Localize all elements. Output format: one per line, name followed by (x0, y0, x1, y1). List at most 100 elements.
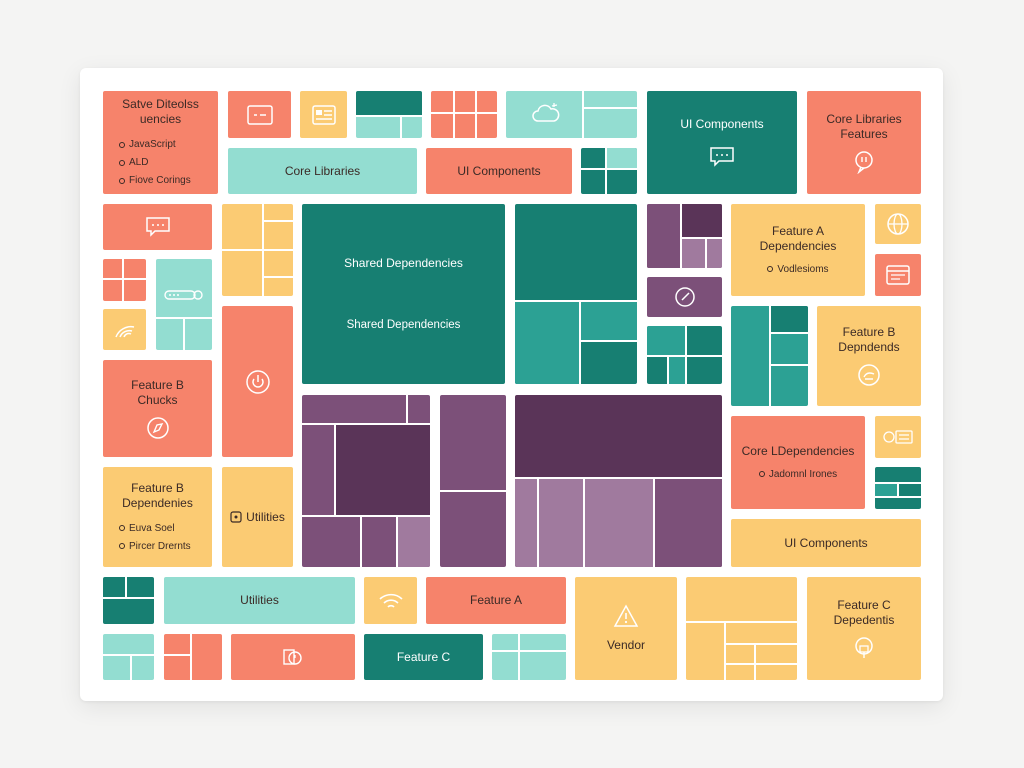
tile-slider[interactable] (156, 259, 212, 350)
tile-mint-grid[interactable] (356, 91, 422, 138)
tile-mint-grid-small[interactable] (103, 634, 154, 680)
tile-label: Utilities (246, 509, 285, 524)
timer-icon (282, 647, 304, 667)
tile-label: Feature C (396, 649, 451, 664)
tile-teal-grid-2[interactable] (647, 326, 722, 384)
tile-feature-b-depends[interactable]: Feature B Depndends (817, 306, 921, 406)
tile-document[interactable] (300, 91, 347, 138)
tile-teal-grid-small-2[interactable] (875, 467, 921, 509)
tile-core-libraries-features[interactable]: Core Libraries Features (807, 91, 921, 194)
tile-purple-grid[interactable] (647, 204, 722, 268)
cloud-icon (532, 101, 560, 125)
tile-feature-c-dependencies[interactable]: Feature C Depedentis (807, 577, 921, 680)
square-icon (230, 511, 242, 523)
bullet-icon (758, 471, 765, 477)
tile-feature-a-dependencies[interactable]: Feature A Dependencies Vodlesioms (731, 204, 865, 296)
slider-icon (164, 289, 204, 301)
tile-title-line1: Feature C (837, 597, 891, 612)
tile-title-line1: Core Libraries (826, 111, 902, 126)
tile-power[interactable] (222, 306, 293, 457)
tile-yellow-frame[interactable] (686, 577, 797, 680)
tile-ui-components-top[interactable]: UI Components (647, 91, 797, 194)
tile-teal-columns[interactable] (731, 306, 808, 406)
list-item: Jadomnl Irones (758, 467, 837, 482)
tile-yellow-grid[interactable] (222, 204, 293, 296)
card-icon (883, 429, 913, 445)
globe-icon (886, 212, 910, 236)
tile-shared-dependencies[interactable]: Shared Dependencies Shared Dependencies (302, 204, 505, 384)
tile-card[interactable] (875, 416, 921, 458)
tile-sublabel: Shared Dependencies (346, 318, 461, 331)
tile-feature-b-dependencies[interactable]: Feature B Dependenies Euva Soel Pircer D… (103, 467, 212, 567)
tile-gauge[interactable] (647, 277, 722, 317)
tile-purple-column[interactable] (440, 395, 506, 567)
signal-icon (113, 321, 137, 339)
lock-icon (853, 636, 875, 660)
compass-icon (146, 416, 170, 440)
wifi-icon (378, 591, 404, 611)
speech-bubble-icon (852, 150, 876, 174)
tile-code-block[interactable] (228, 91, 291, 138)
list-item: Pircer Drernts (119, 539, 191, 554)
tile-wifi-small[interactable] (103, 309, 146, 350)
bullet-icon (119, 141, 125, 148)
tile-feature-b-chucks[interactable]: Feature B Chucks (103, 360, 212, 457)
tile-mint-grid-2[interactable] (492, 634, 566, 680)
dependency-board: Satve Diteolss uencies JavaScript ALD Fi… (80, 68, 943, 701)
tile-label: UI Components (457, 163, 541, 178)
tile-title: Core LDependencies (741, 443, 855, 458)
bullet-icon (119, 159, 125, 166)
tile-label: Utilities (240, 593, 279, 607)
tile-save-dependencies[interactable]: Satve Diteolss uencies JavaScript ALD Fi… (103, 91, 218, 194)
list-item: Fiove Corings (119, 173, 191, 188)
tile-ui-components-mid[interactable]: UI Components (426, 148, 572, 194)
tile-title-line2: Dependenies (122, 495, 193, 510)
tile-utilities-bottom[interactable]: Utilities (164, 577, 355, 624)
bullet-icon (119, 543, 125, 549)
tile-teal-grid-3[interactable] (103, 577, 154, 624)
tile-coral-grid-small[interactable] (103, 259, 146, 301)
tile-coral-grid-2[interactable] (164, 634, 222, 680)
tile-teal-grid-small[interactable] (581, 148, 637, 194)
tile-title-line2: Features (840, 126, 888, 141)
document-icon (311, 104, 336, 125)
tile-browser[interactable] (875, 254, 921, 296)
tile-teal-mosaic[interactable] (515, 204, 637, 384)
tile-ui-components-low[interactable]: UI Components (731, 519, 921, 567)
warning-icon (613, 604, 639, 628)
tile-wifi[interactable] (364, 577, 417, 624)
tile-chat[interactable] (103, 204, 212, 250)
tile-label: Core Libraries (284, 163, 361, 178)
list-item: ALD (119, 155, 191, 170)
list-item: Vodlesioms (767, 262, 829, 277)
tile-title-line2: Depedentis (833, 612, 895, 627)
bullet-icon (767, 266, 774, 272)
tile-coral-grid[interactable] (431, 91, 497, 138)
tile-feature-a-bottom[interactable]: Feature A (426, 577, 566, 624)
tile-title-line2: Depndends (838, 340, 900, 354)
tile-title-line1: Feature B (131, 377, 184, 392)
tile-core-libraries[interactable]: Core Libraries (228, 148, 417, 194)
window-icon (246, 104, 273, 125)
bullet-icon (119, 177, 125, 184)
tile-globe[interactable] (875, 204, 921, 244)
tile-vendor[interactable]: Vendor (575, 577, 677, 680)
list-item: Euva Soel (119, 521, 191, 536)
tile-title-line1: Feature B (131, 480, 184, 495)
tile-utilities-vertical[interactable]: Utilities (222, 467, 293, 567)
tile-core-l-dependencies[interactable]: Core LDependencies Jadomnl Irones (731, 416, 865, 509)
chat-icon (709, 146, 735, 168)
tile-plum-block[interactable] (515, 395, 722, 567)
hand-icon (857, 363, 881, 387)
tile-label: Shared Dependencies (344, 255, 463, 270)
tile-timer[interactable] (231, 634, 355, 680)
tile-title-line2: uencies (139, 112, 182, 126)
tile-purple-frame[interactable] (302, 395, 430, 567)
tile-title-line2: Chucks (137, 392, 178, 407)
tile-cloud[interactable] (506, 91, 637, 138)
tile-feature-c[interactable]: Feature C (364, 634, 483, 680)
gauge-icon (674, 286, 696, 308)
tile-title-line1: Feature B (842, 325, 896, 339)
tile-label: UI Components (680, 117, 764, 131)
tile-label: UI Components (784, 535, 868, 550)
